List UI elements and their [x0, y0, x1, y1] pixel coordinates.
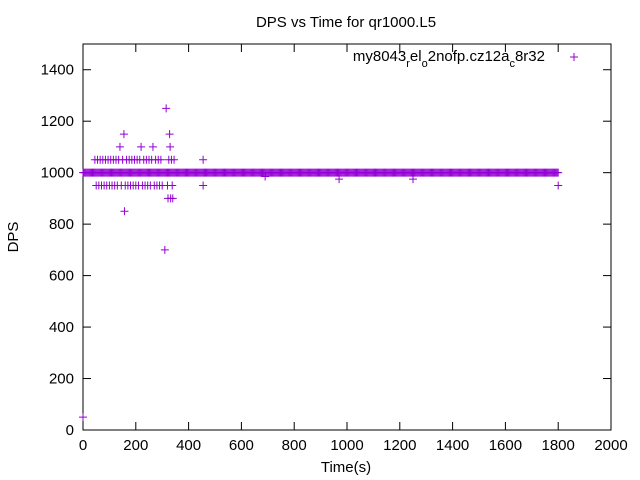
legend-label-part: r	[406, 58, 410, 70]
data-point	[554, 181, 563, 190]
x-tick-label: 2000	[594, 437, 627, 454]
data-point	[168, 181, 177, 190]
y-tick-label: 1200	[41, 113, 74, 130]
x-axis-title: Time(s)	[321, 459, 371, 476]
data-point	[148, 142, 157, 151]
legend-marker-symbol	[570, 53, 578, 61]
legend-label-part: c	[509, 58, 515, 70]
x-tick-label: 1800	[542, 437, 575, 454]
y-tick-label: 600	[49, 268, 74, 285]
x-tick-label: 0	[79, 437, 87, 454]
legend-label: my8043relo2nofp.cz12ac8r32	[353, 48, 545, 70]
data-point	[409, 175, 417, 184]
y-axis-title: DPS	[5, 222, 22, 253]
x-axis-ticks: 0 200 400 600 800 1000 1200 1400 1600 1800 2000	[79, 44, 628, 454]
data-point	[115, 142, 124, 151]
legend-label-part: 8r32	[515, 48, 545, 65]
y-tick-label: 0	[66, 422, 74, 439]
legend-label-part: my8043	[353, 48, 406, 65]
data-point	[166, 142, 175, 151]
data-point	[335, 175, 344, 184]
x-tick-label: 200	[123, 437, 148, 454]
data-point	[156, 155, 165, 164]
legend-marker	[570, 53, 578, 61]
plot-frame	[82, 43, 612, 431]
x-tick-label: 1000	[330, 437, 363, 454]
plot-border	[82, 43, 612, 431]
y-axis-ticks: 0 200 400 600 800 1000 1200 1400	[41, 62, 611, 439]
data-point	[554, 168, 563, 177]
legend-label-part: 2nofp.cz12a	[428, 48, 510, 65]
y-tick-label: 800	[49, 216, 74, 233]
data-point	[119, 130, 128, 139]
legend: my8043relo2nofp.cz12ac8r32	[353, 48, 578, 70]
data-point	[79, 413, 87, 422]
data-point	[165, 130, 174, 139]
data-point	[168, 194, 177, 203]
y-tick-label: 400	[49, 319, 74, 336]
x-tick-label: 1600	[489, 437, 522, 454]
x-tick-label: 800	[282, 437, 307, 454]
legend-label-part: o	[422, 58, 428, 70]
data-points	[79, 104, 563, 422]
x-tick-label: 1200	[383, 437, 416, 454]
data-point	[261, 172, 270, 181]
y-tick-label: 1000	[41, 165, 74, 182]
x-tick-label: 400	[176, 437, 201, 454]
y-tick-label: 200	[49, 371, 74, 388]
y-tick-label: 1400	[41, 62, 74, 79]
data-point	[120, 207, 129, 216]
chart-title: DPS vs Time for qr1000.L5	[256, 14, 436, 31]
data-point	[137, 142, 146, 151]
x-tick-label: 600	[229, 437, 254, 454]
data-point	[162, 104, 171, 113]
legend-label-part: el	[410, 48, 422, 65]
data-point	[160, 245, 169, 254]
data-point	[170, 155, 179, 164]
x-tick-label: 1400	[436, 437, 469, 454]
data-point	[199, 181, 208, 190]
data-point	[199, 155, 208, 164]
